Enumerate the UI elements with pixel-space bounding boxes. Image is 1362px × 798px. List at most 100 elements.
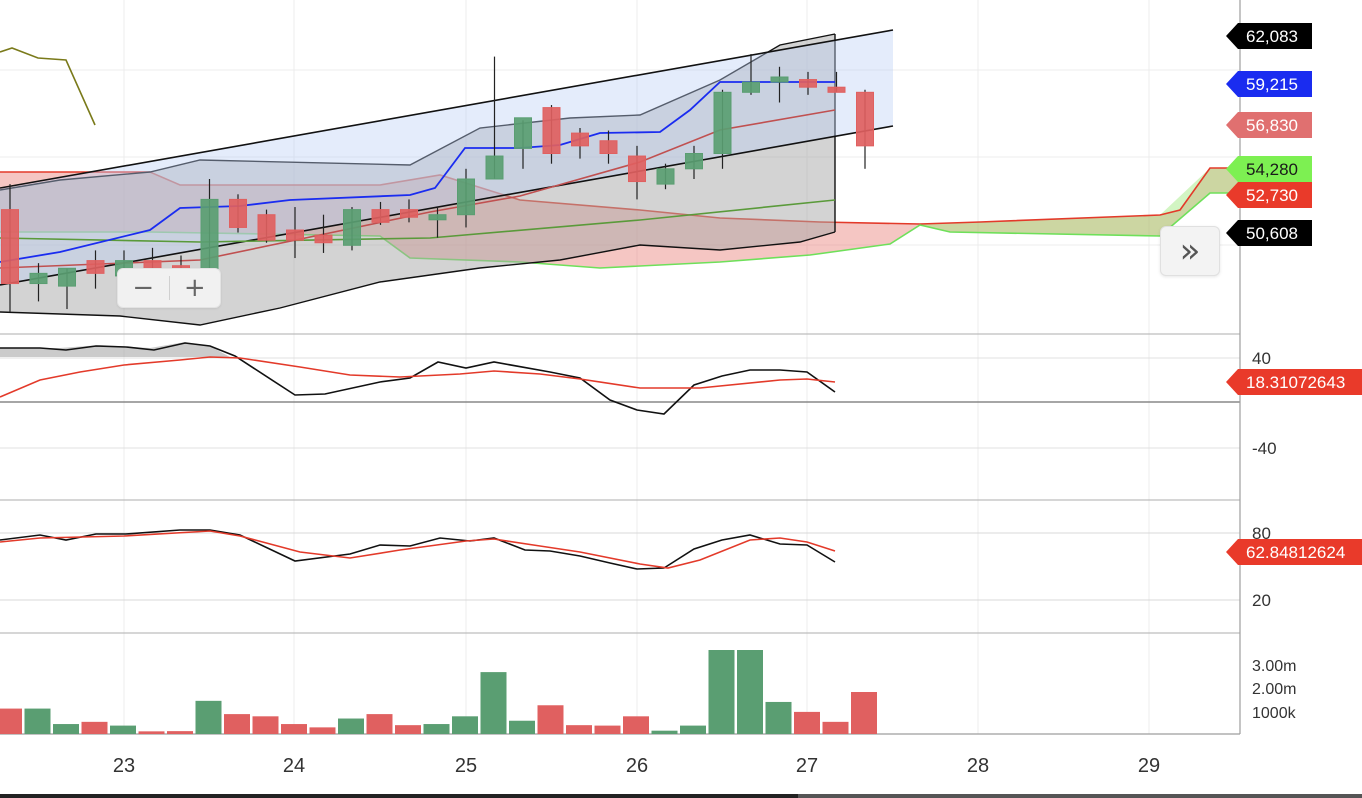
candle-body (599, 140, 618, 154)
x-tick-label: 27 (796, 755, 818, 777)
candle-body (371, 209, 390, 223)
volume-bar (224, 714, 250, 734)
candle-body (542, 107, 561, 154)
bottom-edge-right (798, 794, 1362, 798)
volume-bar (822, 721, 849, 734)
channel-upper (0, 29, 894, 189)
scroll-to-latest-button[interactable]: » (1160, 226, 1220, 276)
volume-bar (110, 725, 136, 734)
volume-bar (309, 727, 336, 734)
x-tick-label: 24 (283, 755, 305, 777)
price-tag-bg (1226, 182, 1312, 208)
cloud-green (920, 168, 1240, 236)
osc2-value-tag: 62.84812624 (1246, 543, 1345, 562)
volume-bar (452, 716, 478, 734)
candle-body (229, 198, 247, 228)
volume-bar (537, 705, 564, 734)
bollinger-lower (0, 231, 836, 326)
x-tick-label: 25 (455, 755, 477, 777)
candle-body (1, 209, 19, 285)
price-tag: 62,083 (1246, 27, 1298, 46)
volume-bar (338, 718, 364, 734)
volume-tick-label: 3.00m (1252, 658, 1296, 675)
candle-body (685, 153, 703, 170)
candle-body (856, 91, 874, 147)
oscillator-panel-2 (0, 529, 836, 570)
zoom-control: − + (117, 268, 221, 308)
osc1-value-tag-bg (1226, 369, 1362, 395)
double-chevron-right-icon: » (1179, 231, 1201, 271)
x-tick-label: 23 (113, 755, 135, 777)
volume-bar (53, 724, 79, 734)
osc1-tick-label: 40 (1252, 349, 1271, 368)
zoom-in-button[interactable]: + (183, 273, 206, 303)
volume-bar (167, 731, 193, 734)
price-tag: 52,730 (1246, 186, 1298, 205)
osc1-line (0, 342, 836, 415)
candle-body (200, 198, 219, 274)
volume-bar (680, 725, 706, 734)
oscillator-panel-1 (0, 342, 836, 415)
osc2-tick-label: 80 (1252, 524, 1271, 543)
channel-lower (0, 125, 894, 286)
volume-bar (708, 650, 735, 734)
bottom-edge (0, 794, 1362, 798)
candlestick-series (1, 54, 874, 312)
candle-body (86, 260, 105, 274)
candle-body (29, 272, 48, 285)
candle-body (58, 267, 76, 287)
volume-bar (651, 730, 678, 734)
volume-bar (594, 725, 621, 734)
osc2-signal (0, 530, 836, 569)
zoom-out-button[interactable]: − (132, 273, 155, 303)
volume-bar (765, 701, 792, 734)
volume-bar (252, 716, 279, 734)
osc2-value-tag-bg (1226, 539, 1362, 565)
price-tag: 56,830 (1246, 116, 1298, 135)
candle-body (713, 91, 732, 155)
candle-body (571, 132, 589, 147)
volume-bar (395, 725, 421, 734)
volume-bar (0, 708, 22, 734)
candle-body (457, 178, 475, 216)
price-tag-bg (1226, 71, 1312, 97)
volume-bar (480, 672, 507, 734)
volume-bar (195, 700, 222, 734)
volume-bar (509, 720, 535, 734)
candle-body (742, 81, 760, 93)
candle-body (286, 229, 304, 241)
volume-bar (623, 716, 649, 734)
x-tick-label: 28 (967, 755, 989, 777)
bollinger-upper (0, 33, 836, 191)
channel-fill (0, 30, 893, 285)
volume-bar (566, 725, 592, 734)
lagging-line (0, 47, 96, 126)
candle-body (314, 234, 333, 244)
candle-body (827, 86, 846, 93)
candle-body (514, 117, 532, 149)
candle-body (770, 76, 789, 83)
candle-body (799, 79, 817, 88)
volume-tick-label: 1000k (1252, 705, 1297, 722)
osc2-tick-label: 20 (1252, 591, 1271, 610)
ma-fast (0, 81, 835, 263)
volume-bar (281, 724, 307, 734)
candle-body (485, 155, 504, 180)
volume-bar (81, 721, 108, 734)
volume-bar (423, 724, 450, 734)
candle-body (628, 155, 646, 183)
volume-tick-label: 2.00m (1252, 681, 1296, 698)
zoom-divider (168, 276, 170, 300)
candle-body (257, 214, 276, 241)
volume-bar (138, 731, 165, 734)
candle-body (343, 209, 361, 246)
osc1-value-tag: 18.31072643 (1246, 373, 1345, 392)
candle-body (400, 209, 418, 218)
x-tick-label: 29 (1138, 755, 1160, 777)
volume-panel (0, 650, 877, 734)
candle-body (428, 214, 447, 221)
price-tag-bg (1226, 156, 1312, 182)
ma-long (0, 199, 836, 243)
price-tag: 54,280 (1246, 160, 1298, 179)
